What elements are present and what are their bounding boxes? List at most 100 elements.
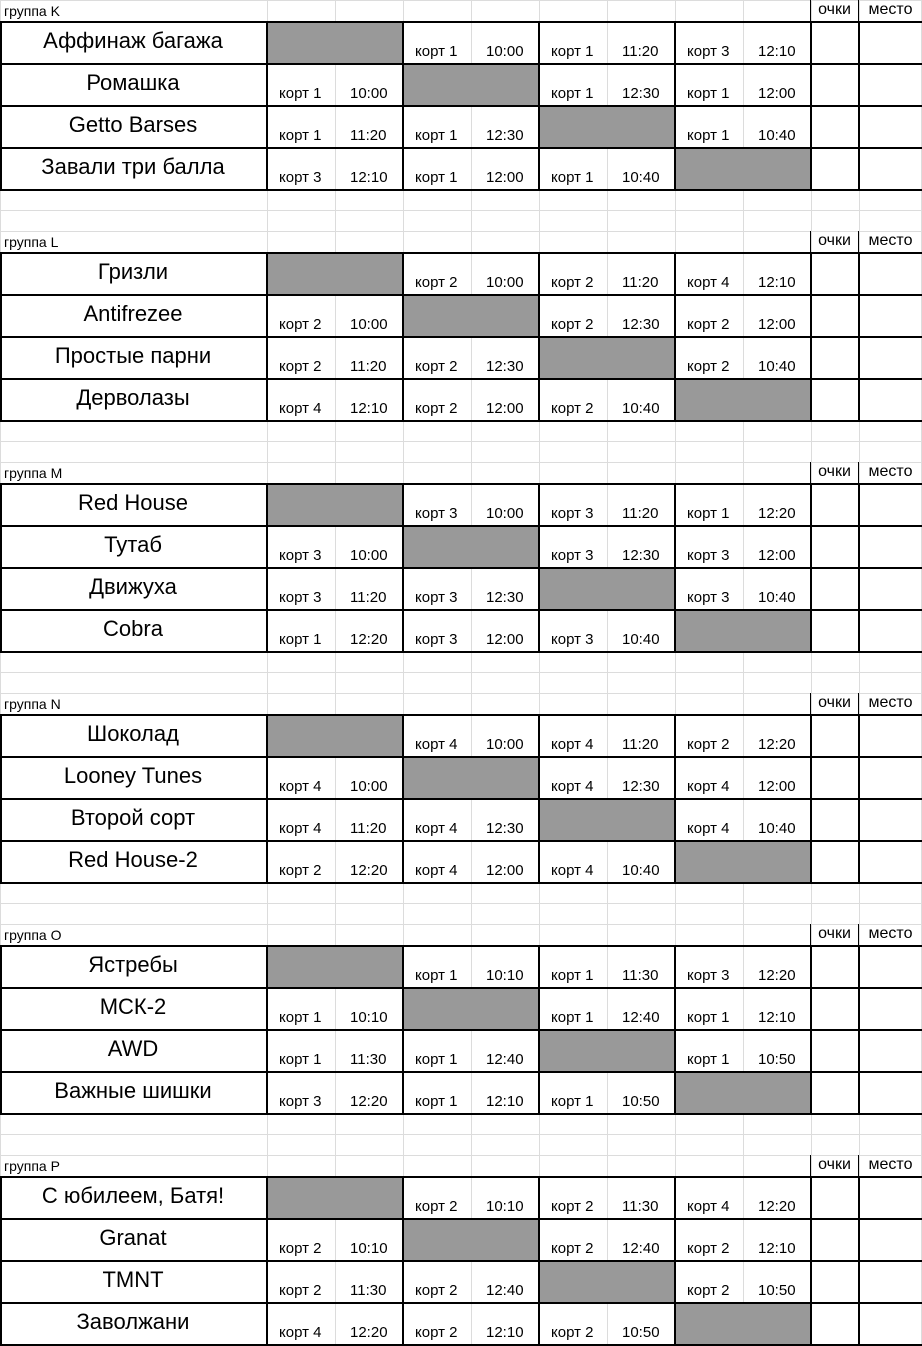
table-border xyxy=(810,714,812,884)
table-border xyxy=(674,714,676,884)
match-cell: корт 2 12:20 xyxy=(267,841,403,882)
table-border xyxy=(0,567,922,569)
place-header: место xyxy=(868,1156,913,1173)
match-cell: корт 1 10:10 xyxy=(403,946,539,987)
match-cell: корт 3 10:00 xyxy=(267,526,403,567)
team-name: Granat xyxy=(99,1225,167,1250)
table-border xyxy=(858,1176,860,1346)
grid-line xyxy=(0,231,922,232)
match-court: корт 3 xyxy=(687,547,730,564)
table-border xyxy=(0,1302,922,1304)
match-court: корт 2 xyxy=(279,358,322,375)
match-cell: корт 1 11:30 xyxy=(267,1030,403,1071)
match-court: корт 1 xyxy=(551,169,594,186)
table-border xyxy=(0,294,922,296)
match-time: 11:20 xyxy=(350,358,387,375)
match-cell: корт 3 12:30 xyxy=(539,526,675,567)
table-border xyxy=(402,252,404,422)
table-border xyxy=(858,714,860,884)
table-border xyxy=(0,651,922,653)
match-time: 11:20 xyxy=(622,274,659,291)
points-header: очки xyxy=(818,463,851,480)
table-border xyxy=(858,462,859,484)
match-cell: корт 4 10:00 xyxy=(267,757,403,798)
team-name: Red House-2 xyxy=(68,847,198,872)
match-cell: корт 1 12:40 xyxy=(539,988,675,1029)
match-cell: корт 1 11:20 xyxy=(539,22,675,63)
team-row: Простые парни корт 2 11:20 корт 2 12:30 корт … xyxy=(0,337,922,379)
match-time: 12:10 xyxy=(350,400,388,417)
self-match-cell xyxy=(267,253,403,294)
table-border xyxy=(810,1155,811,1177)
match-court: корт 3 xyxy=(687,589,730,606)
team-row: Второй сорт корт 4 11:20 корт 4 12:30 корт 4 1… xyxy=(0,799,922,841)
match-time: 10:10 xyxy=(486,1198,524,1215)
match-cell: корт 3 10:40 xyxy=(539,610,675,651)
match-cell: корт 1 12:20 xyxy=(267,610,403,651)
match-court: корт 4 xyxy=(279,1324,322,1341)
table-border xyxy=(810,21,812,191)
match-court: корт 4 xyxy=(551,862,594,879)
table-border xyxy=(266,945,268,1115)
table-border xyxy=(0,378,922,380)
match-cell: корт 3 11:20 xyxy=(267,568,403,609)
match-time: 12:20 xyxy=(350,862,388,879)
team-row: Ястребы корт 1 10:10 корт 1 11:30 корт 3 12:20 xyxy=(0,946,922,988)
match-time: 11:30 xyxy=(622,1198,659,1215)
match-cell: корт 4 10:40 xyxy=(675,799,811,840)
match-cell: корт 2 12:40 xyxy=(403,1261,539,1302)
self-match-cell xyxy=(539,1030,675,1071)
match-time: 12:40 xyxy=(622,1240,660,1257)
team-name: Важные шишки xyxy=(54,1078,212,1103)
match-cell: корт 1 10:50 xyxy=(675,1030,811,1071)
match-cell: корт 4 12:30 xyxy=(539,757,675,798)
place-header: место xyxy=(868,925,913,942)
match-time: 10:40 xyxy=(622,631,660,648)
table-border xyxy=(0,945,922,947)
table-border xyxy=(858,231,859,253)
match-court: корт 4 xyxy=(415,736,458,753)
table-border xyxy=(0,1260,922,1262)
match-cell: корт 1 12:10 xyxy=(403,1072,539,1113)
match-court: корт 1 xyxy=(279,1009,322,1026)
match-time: 10:00 xyxy=(350,85,388,102)
table-border xyxy=(858,924,859,946)
match-court: корт 1 xyxy=(415,169,458,186)
match-time: 11:30 xyxy=(622,967,659,984)
self-match-cell xyxy=(267,715,403,756)
match-time: 12:00 xyxy=(486,631,524,648)
table-border xyxy=(0,945,2,1115)
grid-line xyxy=(0,462,922,463)
match-time: 12:10 xyxy=(758,1009,796,1026)
match-court: корт 1 xyxy=(687,1051,730,1068)
grid-line xyxy=(0,1155,922,1156)
match-cell: корт 1 12:40 xyxy=(403,1030,539,1071)
match-cell: корт 2 12:10 xyxy=(403,1303,539,1344)
self-match-cell xyxy=(403,1219,539,1260)
match-court: корт 4 xyxy=(687,274,730,291)
match-cell: корт 2 12:10 xyxy=(675,1219,811,1260)
group-header: группа O очки место xyxy=(0,924,922,946)
match-time: 10:50 xyxy=(758,1282,796,1299)
match-time: 12:10 xyxy=(758,274,796,291)
match-time: 10:50 xyxy=(622,1093,660,1110)
match-court: корт 1 xyxy=(415,1093,458,1110)
match-cell: корт 2 10:10 xyxy=(403,1177,539,1218)
match-time: 10:40 xyxy=(622,169,660,186)
table-border xyxy=(538,483,540,653)
table-border xyxy=(538,252,540,422)
match-cell: корт 4 10:40 xyxy=(539,841,675,882)
match-time: 11:20 xyxy=(622,736,659,753)
table-border xyxy=(0,798,922,800)
match-time: 10:50 xyxy=(622,1324,660,1341)
group-table: группа P очки место С юбилеем, Батя! корт 2 1… xyxy=(0,1155,922,1346)
self-match-cell xyxy=(403,295,539,336)
match-court: корт 4 xyxy=(551,736,594,753)
team-row: Тутаб корт 3 10:00 корт 3 12:30 корт 3 12:00 xyxy=(0,526,922,568)
table-border xyxy=(0,882,922,884)
table-border xyxy=(810,924,811,946)
team-row: Аффинаж багажа корт 1 10:00 корт 1 11:20 корт… xyxy=(0,22,922,64)
match-court: корт 2 xyxy=(687,316,730,333)
table-border xyxy=(0,987,922,989)
